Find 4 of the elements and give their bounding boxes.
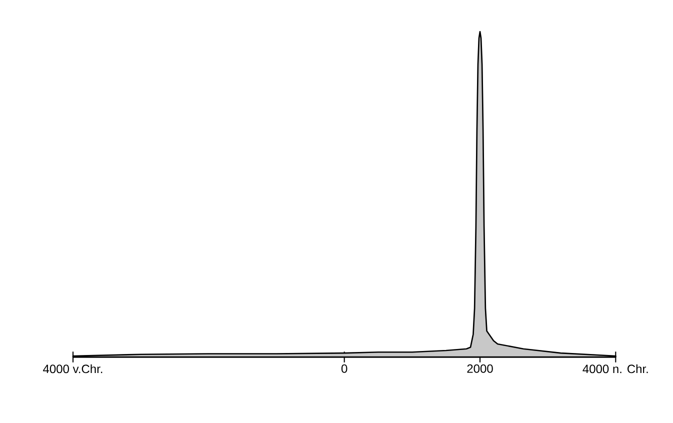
x-tick-label: 4000 v.Chr. bbox=[43, 364, 102, 374]
x-tick-label: 2000 bbox=[467, 364, 493, 373]
x-tick-label: 4000 n. Chr. bbox=[582, 364, 648, 374]
x-tick-label: 0 bbox=[341, 364, 348, 373]
